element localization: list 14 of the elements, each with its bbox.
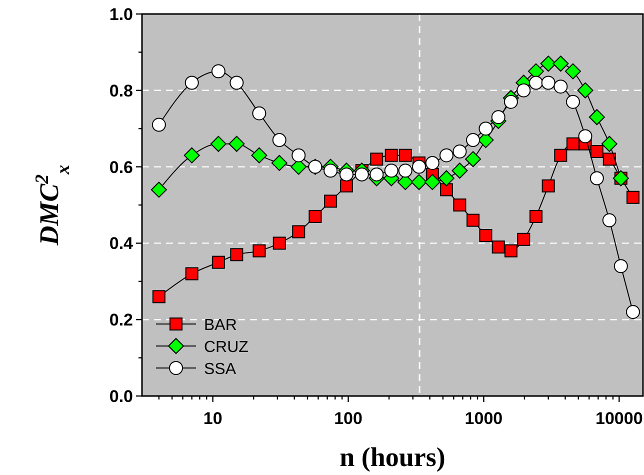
y-tick-label: 0.6 bbox=[109, 158, 133, 177]
x-axis-title: n (hours) bbox=[340, 442, 446, 472]
y-tick-label: 0.8 bbox=[109, 81, 133, 100]
legend-label: BAR bbox=[204, 317, 237, 334]
y-tick-label: 1.0 bbox=[109, 5, 133, 24]
legend-label: CRUZ bbox=[204, 339, 249, 356]
x-tick-label: 10 bbox=[203, 409, 222, 428]
x-tick-label: 100 bbox=[334, 409, 362, 428]
x-tick-label: 1000 bbox=[464, 409, 503, 428]
y-tick-label: 0.2 bbox=[109, 310, 133, 330]
y-tick-label: 0.0 bbox=[109, 387, 133, 406]
x-tick-label: 10000 bbox=[596, 409, 643, 428]
y-tick-label: 0.4 bbox=[109, 234, 134, 254]
legend-label: SSA bbox=[204, 361, 236, 378]
